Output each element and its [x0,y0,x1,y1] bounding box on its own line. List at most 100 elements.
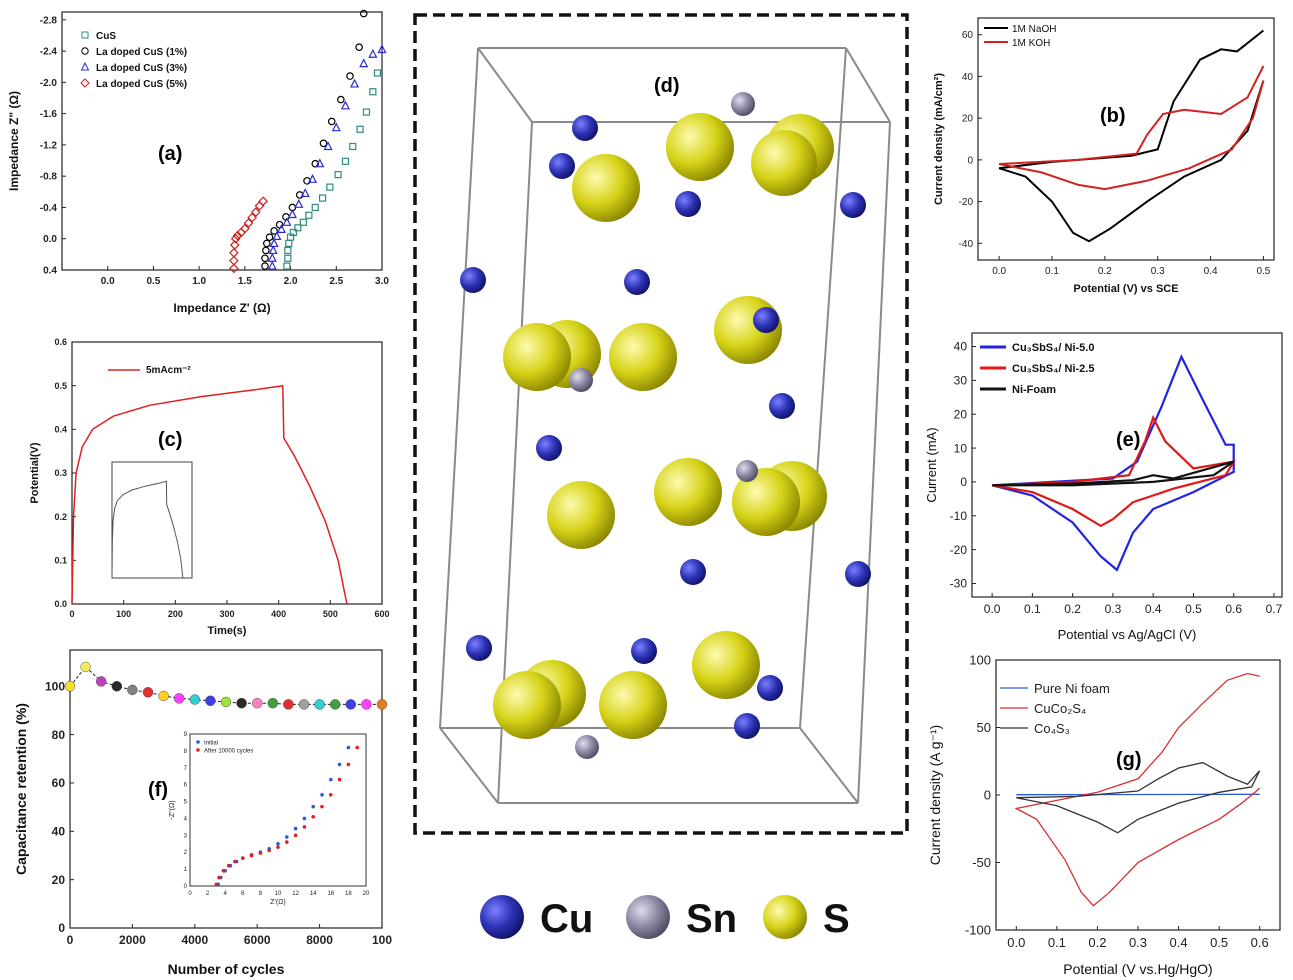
x-tick-label: 4000 [181,933,208,947]
data-point [289,228,297,237]
chart-g: 0.0 0.1 0.2 0.3 0.4 0.5 0.6 -100 -50 0 50 100 Potent… [927,653,1281,977]
x-axis-label: Impedance Z' (Ω) [173,301,270,315]
inset-data-point [221,869,226,873]
data-point [272,231,282,240]
inset-frame [111,461,193,579]
x-tick-label: 0.1 [1048,935,1066,950]
x-axis-label: Time(s) [208,625,247,637]
x-tick-label: 500 [323,609,338,619]
data-point [376,699,388,710]
copper-atom [466,635,492,661]
trend-line [69,666,382,705]
inset-data-point [293,833,298,838]
data-point [64,681,76,692]
y-tick-label: -40 [959,239,974,250]
series-line [991,414,1236,528]
inset-x-tick-label: 4 [224,891,228,897]
data-point [294,199,304,208]
inset-x-tick-label: 8 [259,891,263,897]
inset-y-tick-label: 0 [184,884,188,890]
data-point [359,9,368,18]
copper-atom [460,267,486,293]
inset-data-point [249,853,254,858]
y-tick-label: 100 [45,679,65,693]
inset-data-point [293,826,298,831]
legend-label: CuCo₂S₄ [1034,701,1086,716]
x-tick-label: 0.3 [1105,602,1122,616]
data-point [361,699,372,710]
sulfur-atom [751,130,817,196]
chart-d-crystal-structure: (d) Cu Sn S [413,13,909,941]
data-point [318,194,327,202]
y-tick-label: -2.4 [40,47,58,58]
data-point [341,157,350,165]
sulfur-atom [493,671,561,739]
inset-data-point [285,835,289,839]
data-point [326,183,334,191]
inset-x-tick-label: 18 [345,891,352,897]
data-point [262,239,271,248]
tin-atom [731,92,755,116]
inset-data-point [320,793,324,797]
inset-y-tick-label: 2 [184,850,188,856]
series-line [992,460,1235,487]
y-tick-label: 0 [58,921,65,935]
x-tick-label: 0 [69,609,74,619]
legend-label: 1M NaOH [1012,24,1056,35]
inset-data-point [320,804,324,809]
data-point [284,246,292,255]
y-tick-label: 0.4 [54,424,67,434]
tin-atom [736,460,758,482]
x-tick-label: 0.5 [1185,602,1202,616]
inset-data-point [233,859,237,864]
data-point [230,233,241,244]
data-point [240,223,250,234]
legend-label: Sn [686,897,737,941]
panel-label: (b) [1100,105,1126,127]
inset-x-label: Z'(Ω) [270,899,286,906]
data-point [334,171,342,179]
panel-border [413,13,909,835]
data-point [287,209,297,219]
y-tick-label: 0.6 [54,337,67,347]
data-point [284,254,292,262]
data-point [368,48,378,58]
copper-atom [734,713,760,739]
inset-legend-label: Initial [204,741,218,747]
copper-atom [549,153,575,179]
copper-atom [536,435,562,461]
unit-cell-edge [857,121,891,804]
series-line [1016,761,1261,834]
data-point [327,117,336,126]
inset-x-tick-label: 2 [206,891,210,897]
x-tick-label: 400 [271,609,286,619]
data-point [127,684,138,696]
legend-label: La doped CuS (3%) [96,63,187,74]
series-line [71,384,348,605]
copper-atom [572,115,598,141]
data-point [311,159,320,168]
data-point [282,216,292,226]
legend-atom [626,895,670,939]
sulfur-atom [654,458,722,526]
inset-y-tick-label: 9 [184,732,188,738]
copper-atom [757,675,783,701]
inset-data-point [311,804,316,809]
inset-data-point [329,777,333,782]
data-point [307,173,318,183]
x-tick-label: 2.0 [284,276,298,287]
y-tick-label: 60 [52,776,66,790]
legend-label: Cu₃SbS₄/ Ni-2.5 [1012,363,1094,375]
inset-legend-marker [196,740,200,744]
panel-label: (d) [654,75,680,97]
panel-label: (c) [158,429,182,451]
chart-e: 0.0 0.1 0.2 0.3 0.4 0.5 0.6 0.7 -30 -20 -10 0 10 20 30… [924,332,1283,642]
inset-y-tick-label: 5 [184,800,188,806]
x-tick-label: 0.2 [1088,935,1106,950]
x-axis-label: Potential (V) vs SCE [1073,283,1178,295]
legend-label: CuS [96,31,116,42]
inset-y-tick-label: 4 [184,816,188,822]
data-point [189,694,201,705]
y-tick-label: 20 [962,114,974,125]
